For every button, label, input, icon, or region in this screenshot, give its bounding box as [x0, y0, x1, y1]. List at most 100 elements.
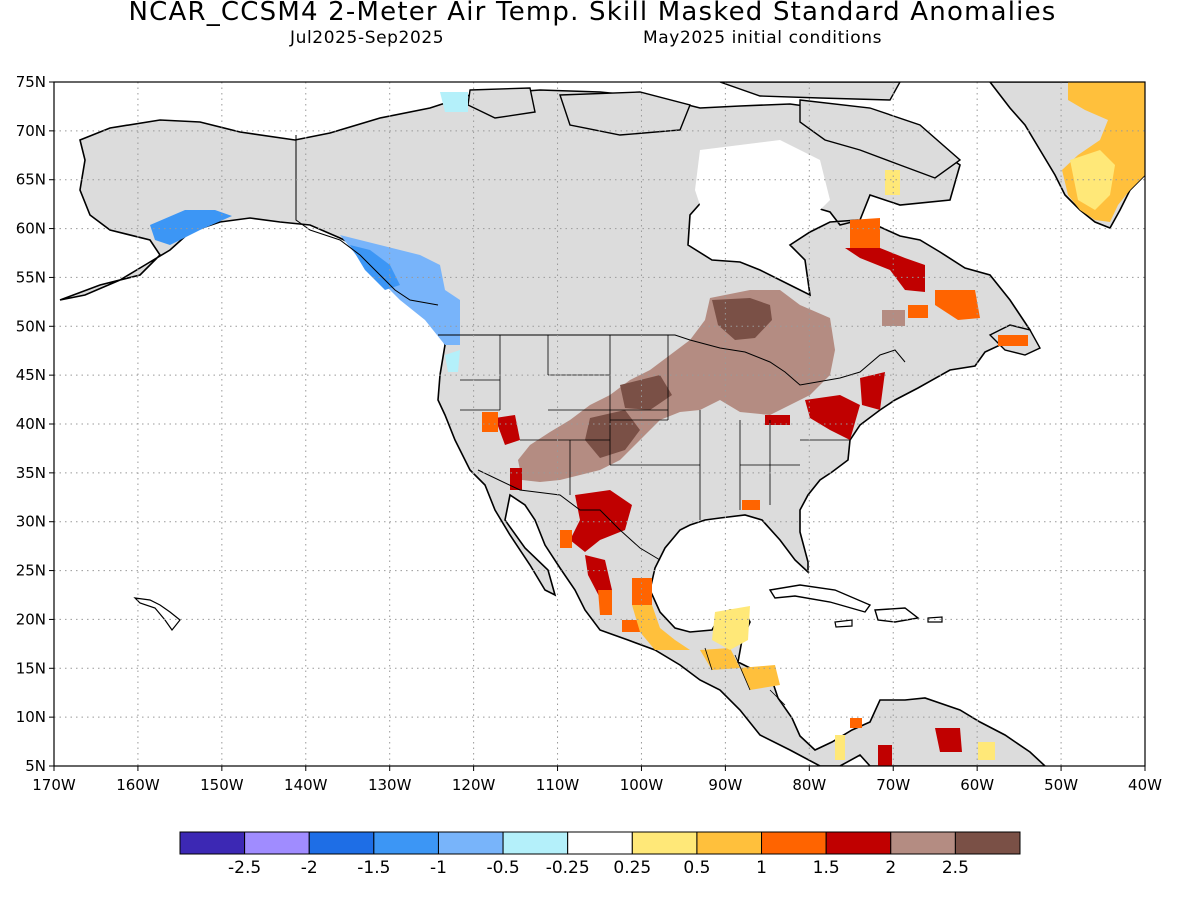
colorbar-label: -0.25	[546, 858, 590, 878]
colorbar-label: -1	[430, 858, 447, 878]
colorbar-swatch	[567, 831, 633, 855]
colorbar-swatch	[373, 831, 439, 855]
lon-label: 170W	[32, 776, 76, 794]
lat-label: 55N	[16, 268, 46, 286]
colorbar-label: -1.5	[357, 858, 390, 878]
anomaly-quebec-brown	[882, 310, 905, 326]
colorbar-swatch	[696, 831, 763, 855]
lat-label: 60N	[16, 220, 46, 238]
north-america-land	[59, 89, 1047, 766]
state-lines	[460, 335, 850, 520]
baffin-island	[799, 99, 962, 179]
lon-label: 120W	[452, 776, 496, 794]
jamaica	[834, 619, 853, 628]
lat-label: 75N	[16, 73, 46, 91]
colorbar-label: 0.25	[613, 858, 651, 878]
anomaly-nevada-orange	[482, 412, 498, 432]
colorbar-swatch	[244, 831, 310, 855]
lon-label: 90W	[708, 776, 742, 794]
us-canada-border	[438, 334, 906, 386]
lon-label: 80W	[792, 776, 826, 794]
colorbar-swatch	[437, 831, 504, 855]
anomaly-plains-dark	[620, 375, 672, 410]
lon-label: 70W	[876, 776, 910, 794]
land-masses	[59, 82, 1145, 766]
anomaly-nevada-red	[495, 415, 520, 445]
anomaly-hudson-neutral	[695, 140, 830, 245]
anomaly-quebec-orange	[850, 218, 1028, 346]
plot-frame	[53, 81, 1146, 767]
colorbar-label: -2	[301, 858, 318, 878]
colorbar-swatch	[761, 831, 827, 855]
colorbar: -2.5 -2 -1.5 -1 -0.5 -0.25 0.25 0.5 1 1.5 2 2.5	[179, 831, 1021, 878]
anomaly-alaska-blue	[150, 210, 232, 245]
anomaly-northeast-red	[765, 372, 885, 440]
lat-label: 20N	[16, 610, 46, 628]
lon-label: 160W	[116, 776, 160, 794]
anomaly-rockies-dark	[585, 410, 640, 458]
anomaly-mexico-orange	[560, 530, 652, 632]
anomaly-sa-yellow	[835, 735, 995, 760]
colorbar-label: 2.5	[942, 858, 969, 878]
lon-label: 150W	[200, 776, 244, 794]
alaska-canada-border	[295, 135, 439, 306]
political-borders	[295, 135, 906, 706]
hawaii-islands	[133, 597, 181, 632]
lon-label: 100W	[620, 776, 664, 794]
anomaly-arctic-light-blue	[440, 92, 468, 112]
latitude-labels: 75N 70N 65N 60N 55N 50N 45N 40N 35N 30N 25N 20N 15N 1…	[16, 73, 46, 775]
lat-label: 25N	[16, 562, 46, 580]
map-title: NCAR_CCSM4 2-Meter Air Temp. Skill Maske…	[128, 0, 1057, 27]
central-america-borders	[704, 647, 786, 706]
lon-label: 60W	[960, 776, 994, 794]
lon-label: 110W	[536, 776, 580, 794]
longitude-labels: 170W 160W 150W 140W 130W 120W 110W 100W 90W 80W 70…	[32, 776, 1162, 794]
colorbar-label: 1	[756, 858, 767, 878]
colorbar-swatch	[825, 831, 892, 855]
anomaly-florida-orange	[742, 500, 760, 510]
lon-label: 140W	[284, 776, 328, 794]
colorbar-label: 2	[885, 858, 896, 878]
ellesmere-island	[719, 82, 901, 101]
anomaly-great-lakes-dark	[712, 298, 772, 340]
anomaly-sa-red	[878, 728, 962, 766]
colorbar-swatch	[631, 831, 698, 855]
colorbar-label: 0.5	[683, 858, 710, 878]
anomaly-sa-orange	[850, 718, 862, 728]
colorbar-label: -0.5	[486, 858, 519, 878]
lon-label: 50W	[1044, 776, 1078, 794]
hispaniola	[874, 607, 920, 623]
colorbar-label: 1.5	[813, 858, 840, 878]
lat-label: 40N	[16, 415, 46, 433]
banks-island	[467, 87, 536, 119]
cuba	[768, 584, 872, 613]
lat-label: 65N	[16, 171, 46, 189]
anomaly-shading	[150, 82, 1145, 766]
initial-conditions: May2025 initial conditions	[643, 28, 883, 48]
anomaly-quebec-red	[845, 248, 925, 292]
us-mexico-border	[477, 469, 661, 561]
graticule	[49, 81, 1146, 771]
victoria-island	[559, 91, 691, 136]
lat-label: 50N	[16, 317, 46, 335]
anomaly-greenland-yellow	[1070, 150, 1115, 210]
lat-label: 45N	[16, 366, 46, 384]
colorbar-swatch	[308, 831, 375, 855]
colorbar-swatch	[954, 831, 1021, 855]
anomaly-yucatan-light	[712, 606, 750, 650]
lat-label: 70N	[16, 122, 46, 140]
colorbar-swatch	[179, 831, 246, 855]
colorbar-swatch	[890, 831, 956, 855]
lat-label: 5N	[25, 757, 46, 775]
lat-label: 35N	[16, 464, 46, 482]
forecast-period: Jul2025-Sep2025	[290, 28, 445, 48]
lon-label: 130W	[368, 776, 412, 794]
anomaly-mexico-red	[585, 555, 612, 598]
lat-label: 15N	[16, 659, 46, 677]
colorbar-swatch	[502, 831, 569, 855]
anomaly-bc-core-blue	[350, 245, 400, 290]
anomaly-coast-light-blue	[445, 350, 460, 372]
lat-label: 10N	[16, 708, 46, 726]
lon-label: 40W	[1128, 776, 1162, 794]
